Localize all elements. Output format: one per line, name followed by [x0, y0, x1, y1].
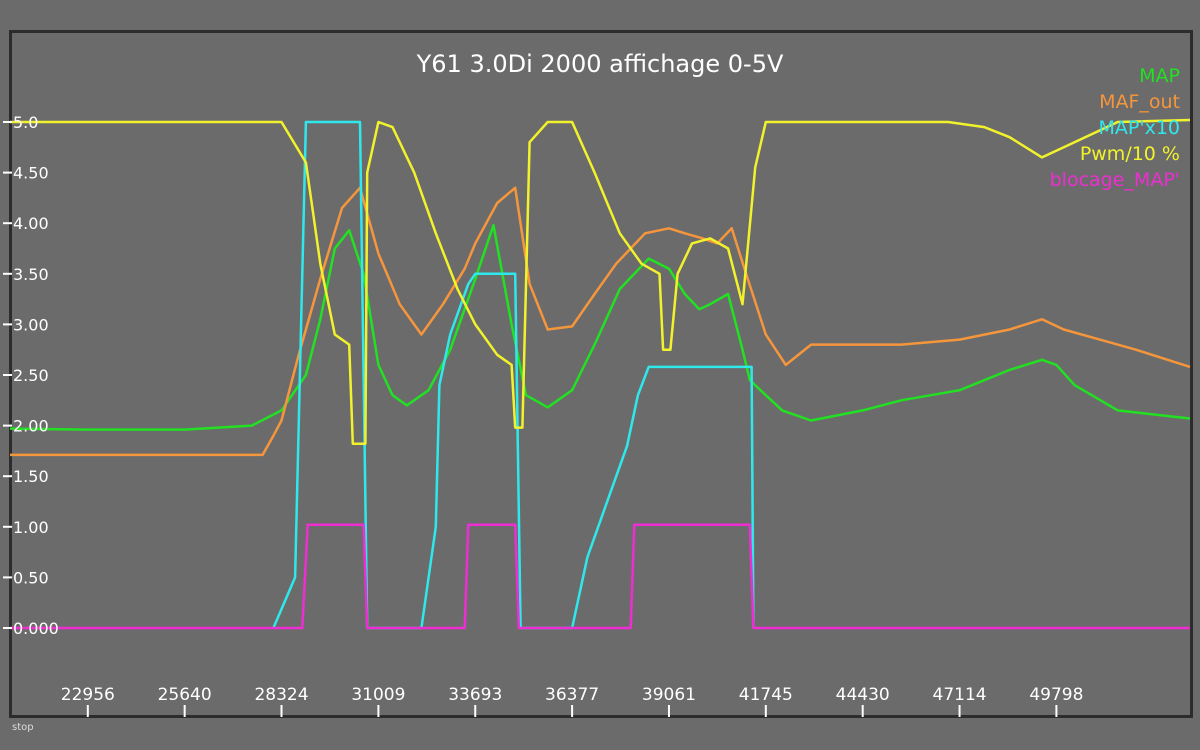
y-tick-label: 3.50: [13, 265, 49, 284]
x-axis: 22956 25640 28324 31009 33693 36377 39061 41745…: [61, 685, 1083, 717]
y-tick-label: 4.00: [13, 214, 49, 233]
series-line-4: [10, 523, 1190, 630]
x-tick-label: 39061: [642, 685, 696, 705]
chart-title: Y61 3.0Di 2000 affichage 0-5V: [416, 50, 784, 78]
legend-entry: blocage_MAP': [1050, 169, 1180, 191]
y-tick-label: 4.50: [13, 164, 49, 183]
plot-area: [9, 30, 1193, 718]
x-tick-label: 44430: [836, 685, 890, 705]
x-tick-label: 49798: [1029, 685, 1083, 705]
series-line-2: [272, 120, 755, 630]
x-tick-label: 36377: [545, 685, 599, 705]
legend-entry: MAP'x10: [1099, 117, 1181, 139]
y-tick-label: 1.00: [13, 518, 49, 537]
legend: MAP MAF_out MAP'x10 Pwm/10 % blocage_MAP': [1050, 65, 1180, 191]
y-tick-label: 0.000: [13, 619, 59, 638]
series-line-3: [10, 118, 1191, 446]
y-tick-label: 0.50: [13, 568, 49, 587]
y-tick-label: 2.00: [13, 417, 49, 436]
x-tick-label: 47114: [933, 685, 987, 705]
x-tick-label: 22956: [61, 685, 115, 705]
x-tick-label: 33693: [448, 685, 502, 705]
y-tick-label: 3.00: [13, 315, 49, 334]
legend-entry: MAF_out: [1099, 91, 1180, 113]
y-tick-label: 5.0: [13, 113, 38, 132]
y-tick-label: 1.50: [13, 467, 49, 486]
x-tick-label: 25640: [158, 685, 212, 705]
x-tick-label: 31009: [351, 685, 405, 705]
series-line-0: [9, 223, 1191, 431]
legend-entry: Pwm/10 %: [1080, 143, 1180, 165]
y-tick-label: 2.50: [13, 366, 49, 385]
y-axis: 0.000 0.50 1.00 1.50 2.00 2.50 3.00 3.50 4.00 4.5…: [3, 113, 59, 638]
series-layer: [9, 118, 1191, 630]
series-line-1: [10, 186, 1191, 457]
x-tick-label: 41745: [739, 685, 793, 705]
status-label: stop: [12, 722, 34, 733]
x-tick-label: 28324: [254, 685, 308, 705]
legend-entry: MAP: [1139, 65, 1180, 87]
